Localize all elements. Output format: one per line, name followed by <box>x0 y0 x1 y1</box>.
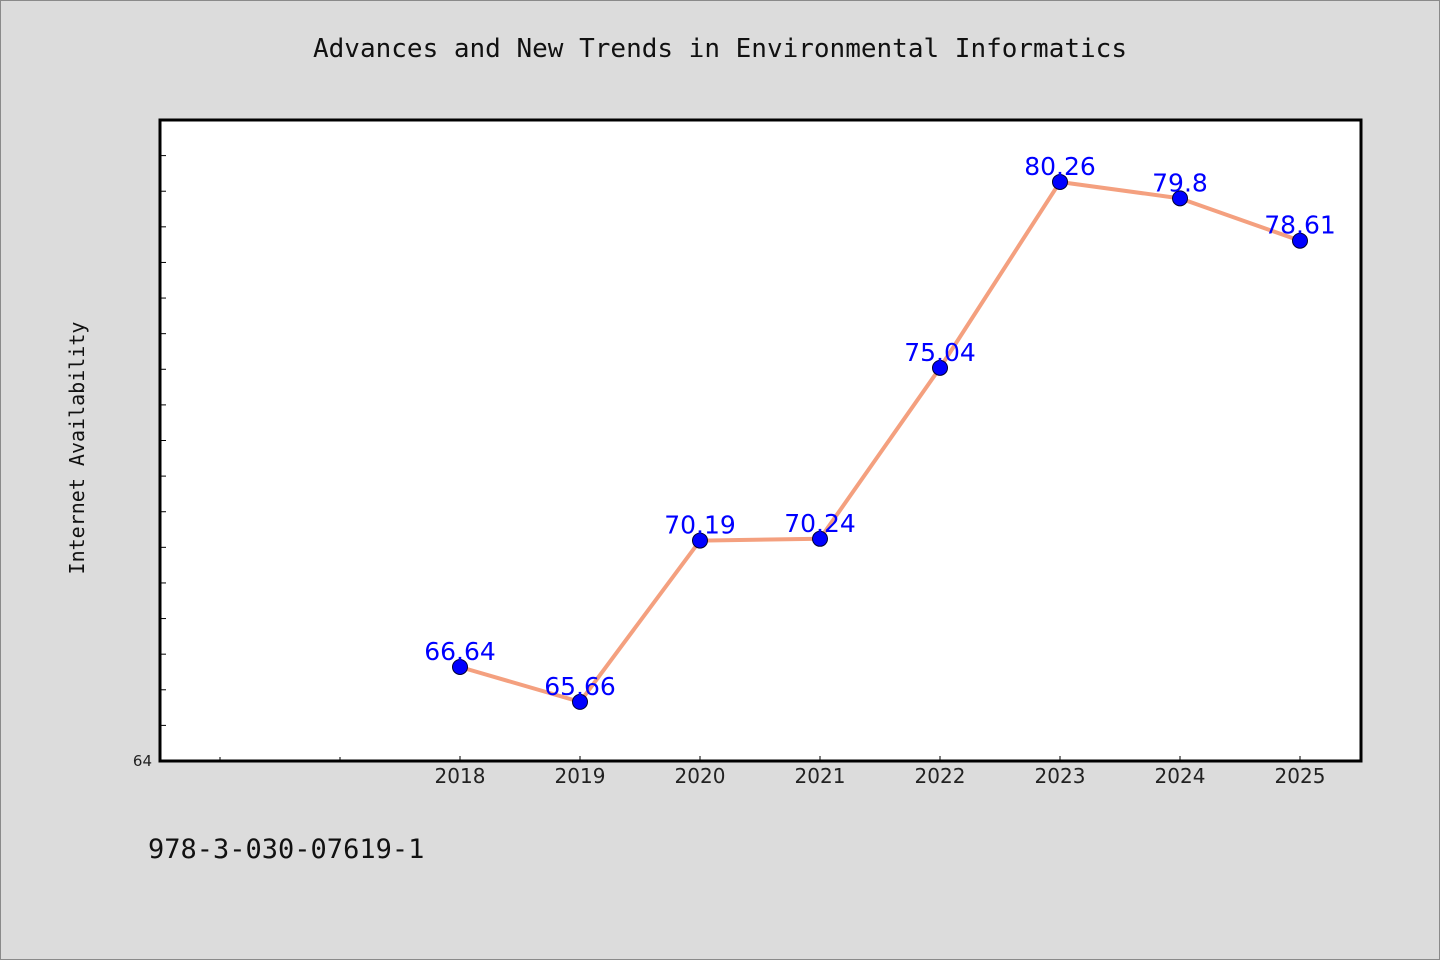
data-point <box>932 359 948 376</box>
data-labels-group: 66.64 65.66 70.19 70.24 75.04 80.26 79.8 78.61 <box>424 152 1336 701</box>
x-tick-label: 2023 <box>1035 764 1086 788</box>
chart-title: Advances and New Trends in Environmental… <box>313 34 1127 64</box>
x-tick-label: 2021 <box>795 764 846 788</box>
series-line-group <box>452 173 1308 710</box>
x-tick-label: 2018 <box>435 764 486 788</box>
data-label: 70.19 <box>664 511 736 540</box>
x-tick-label: 2024 <box>1155 764 1206 788</box>
y-axis: 64 <box>133 155 166 770</box>
data-point <box>692 532 708 549</box>
data-point <box>452 658 468 675</box>
data-label: 78.61 <box>1264 211 1336 240</box>
data-point <box>812 530 828 547</box>
data-point <box>1172 190 1188 207</box>
data-label: 65.66 <box>544 672 616 701</box>
x-tick-label: 2019 <box>555 764 606 788</box>
y-axis-label: Internet Availability <box>65 322 89 575</box>
data-point <box>1292 232 1308 249</box>
footer-isbn: 978-3-030-07619-1 <box>148 834 425 865</box>
data-point <box>1052 173 1068 190</box>
data-label: 70.24 <box>784 509 856 538</box>
x-tick-label: 2020 <box>675 764 726 788</box>
x-axis: 2018 2019 2020 2021 2022 2023 2024 2025 <box>219 756 1326 788</box>
x-tick-label: 2025 <box>1275 764 1326 788</box>
data-label: 80.26 <box>1024 152 1096 181</box>
data-label: 66.64 <box>424 637 496 666</box>
plot-area <box>158 118 1363 763</box>
y-tick-label: 64 <box>133 752 152 770</box>
data-label: 75.04 <box>904 338 976 367</box>
data-point <box>572 693 588 710</box>
x-tick-label: 2022 <box>915 764 966 788</box>
series-line <box>459 179 1301 704</box>
data-label: 79.8 <box>1152 168 1208 197</box>
